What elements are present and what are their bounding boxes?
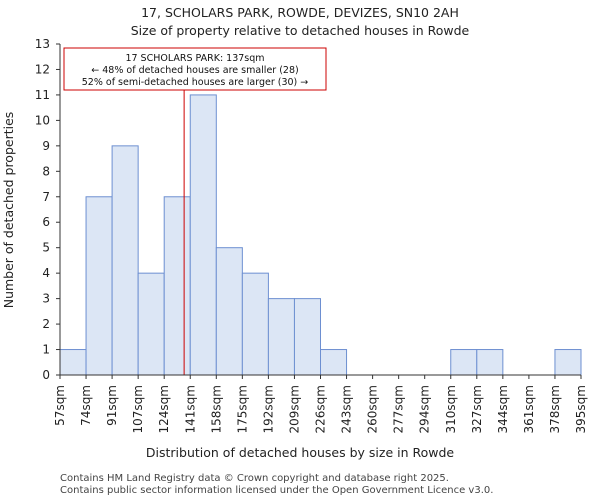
y-tick-label-13: 13 [35,37,50,51]
annotation-line-3: 52% of semi-detached houses are larger (… [82,77,309,88]
bar-107sqm [137,272,165,376]
x-tick-label-243sqm: 243sqm [340,385,354,433]
bar-91sqm [111,145,139,376]
bar-209sqm [293,298,322,376]
bar-327sqm [476,349,504,376]
x-tick-label-57sqm: 57sqm [53,385,67,426]
y-tick-label-9: 9 [42,139,50,153]
x-tick-label-226sqm: 226sqm [314,385,328,433]
x-tick-label-175sqm: 175sqm [235,385,249,433]
x-tick-label-378sqm: 378sqm [548,385,562,433]
x-tick-label-260sqm: 260sqm [366,385,380,433]
bar-378sqm [554,349,582,376]
bar-226sqm [320,349,348,376]
chart-subtitle: Size of property relative to detached ho… [131,23,470,38]
bar-124sqm [163,196,191,376]
x-tick-label-344sqm: 344sqm [496,385,510,433]
y-tick-label-2: 2 [42,317,50,331]
x-tick-label-310sqm: 310sqm [444,385,458,433]
y-tick-label-5: 5 [42,241,50,255]
y-tick-label-8: 8 [42,164,50,178]
annotation-frame [63,47,327,91]
x-tick-label-209sqm: 209sqm [287,385,301,433]
x-axis-label: Distribution of detached houses by size … [146,445,454,460]
x-tick-label-158sqm: 158sqm [209,385,223,433]
y-tick-label-7: 7 [42,190,50,204]
x-tick-label-294sqm: 294sqm [418,385,432,433]
annotation-line-1: 17 SCHOLARS PARK: 137sqm [125,53,264,64]
x-tick-label-277sqm: 277sqm [392,385,406,433]
bar-310sqm [450,349,478,376]
annotation-box: 17 SCHOLARS PARK: 137sqm ← 48% of detach… [63,47,327,91]
y-axis-label: Number of detached properties [1,112,16,309]
x-tick-label-361sqm: 361sqm [522,385,536,433]
y-tick-label-3: 3 [42,292,50,306]
bars-group [59,94,582,376]
y-tick-label-10: 10 [35,113,50,127]
annotation-line-2: ← 48% of detached houses are smaller (28… [91,65,298,76]
x-tick-label-107sqm: 107sqm [131,385,145,433]
x-tick-label-327sqm: 327sqm [470,385,484,433]
x-tick-label-141sqm: 141sqm [183,385,197,433]
x-ticks-group: 57sqm 74sqm 91sqm 107sqm 124sqm 141sqm 158sqm 1… [53,375,588,433]
y-tick-label-6: 6 [42,215,50,229]
x-tick-label-91sqm: 91sqm [105,385,119,426]
bar-74sqm [85,196,113,376]
bar-175sqm [241,272,269,376]
bar-158sqm [215,247,243,376]
y-tick-label-11: 11 [35,88,50,102]
y-tick-label-1: 1 [42,343,50,357]
x-tick-label-74sqm: 74sqm [79,385,93,426]
bar-192sqm [267,298,295,376]
x-tick-label-395sqm: 395sqm [574,385,588,433]
footer-line-2: Contains public sector information licen… [60,485,493,496]
footer-line-1: Contains HM Land Registry data © Crown c… [60,473,449,484]
y-tick-label-12: 12 [35,62,50,76]
bar-141sqm [189,94,217,376]
y-tick-label-0: 0 [42,368,50,382]
x-tick-label-124sqm: 124sqm [157,385,171,433]
chart-title: 17, SCHOLARS PARK, ROWDE, DEVIZES, SN10 … [141,5,459,20]
x-tick-label-192sqm: 192sqm [261,385,275,433]
bar-57sqm [59,349,87,376]
y-tick-label-4: 4 [42,266,50,280]
